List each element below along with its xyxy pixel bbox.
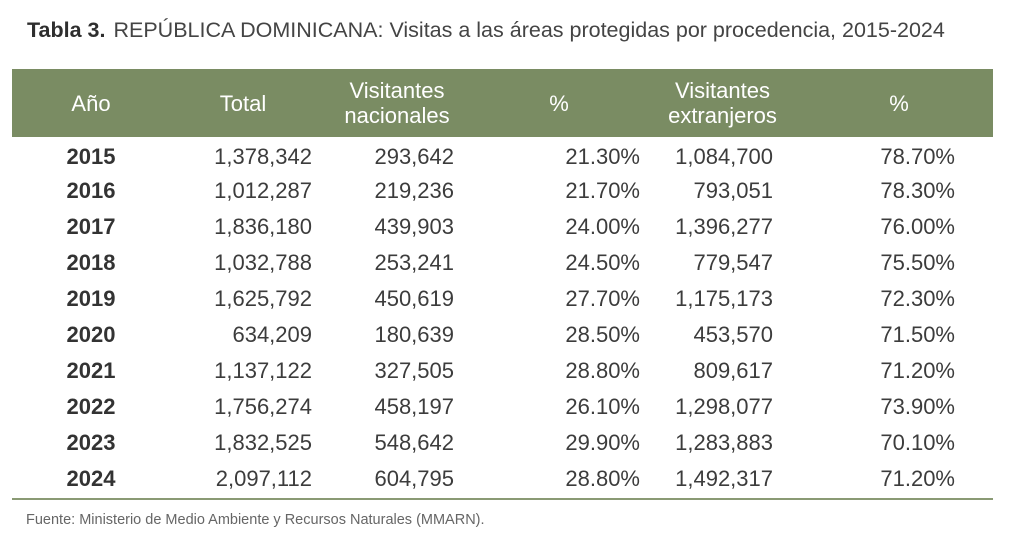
cell-pct-nacionales: 24.00%	[565, 214, 640, 239]
cell-extranjeros: 1,283,883	[675, 430, 773, 455]
cell-pct-nacionales: 27.70%	[565, 286, 640, 311]
header-extranjeros-line1: Visitantes	[675, 78, 770, 103]
table-title: Tabla 3. REPÚBLICA DOMINICANA: Visitas a …	[27, 18, 945, 43]
table-number-label: Tabla 3.	[27, 18, 106, 42]
cell-pct-nacionales: 28.80%	[565, 466, 640, 491]
table-row: 2020 634,209 180,639 28.50% 453,570 71.50%	[12, 317, 993, 353]
cell-year: 2016	[66, 178, 116, 203]
table-row: 2022 1,756,274 458,197 26.10% 1,298,077 73.90…	[12, 389, 993, 425]
table-row: 2021 1,137,122 327,505 28.80% 809,617 71.20%	[12, 353, 993, 389]
cell-year: 2018	[66, 250, 116, 275]
table-body: 2015 1,378,342 293,642 21.30% 1,084,700 78.70…	[12, 137, 993, 497]
header-total: Total	[219, 90, 267, 116]
cell-year: 2023	[66, 430, 116, 455]
cell-pct-nacionales: 21.70%	[565, 178, 640, 203]
cell-year: 2015	[66, 143, 116, 169]
cell-nacionales: 450,619	[374, 286, 454, 311]
cell-extranjeros: 1,175,173	[675, 286, 773, 311]
cell-total: 1,032,788	[214, 250, 312, 275]
header-nacionales-line2: nacionales	[344, 103, 450, 128]
header-pct-extranjeros: %	[889, 90, 909, 116]
cell-pct-extranjeros: 71.50%	[880, 322, 955, 347]
cell-extranjeros: 1,492,317	[675, 466, 773, 491]
cell-pct-nacionales: 28.80%	[565, 358, 640, 383]
cell-total: 1,378,342	[214, 143, 312, 169]
cell-extranjeros: 1,084,700	[675, 143, 773, 169]
cell-extranjeros: 779,547	[693, 250, 773, 275]
cell-total: 1,832,525	[214, 430, 312, 455]
cell-pct-extranjeros: 78.70%	[880, 143, 955, 169]
cell-total: 2,097,112	[215, 466, 312, 491]
cell-nacionales: 458,197	[374, 394, 454, 419]
cell-year: 2024	[66, 466, 116, 491]
cell-pct-nacionales: 26.10%	[565, 394, 640, 419]
cell-nacionales: 180,639	[374, 322, 454, 347]
header-extranjeros: Visitantes extranjeros	[640, 69, 805, 137]
cell-total: 1,012,287	[214, 178, 312, 203]
cell-nacionales: 548,642	[374, 430, 454, 455]
cell-nacionales: 604,795	[374, 466, 454, 491]
table-row: 2016 1,012,287 219,236 21.70% 793,051 78.30%	[12, 173, 993, 209]
cell-pct-extranjeros: 71.20%	[880, 358, 955, 383]
visits-table: Año Total Visitantes nacionales % Visita…	[12, 69, 993, 497]
table-row: 2015 1,378,342 293,642 21.30% 1,084,700 78.70…	[12, 137, 993, 173]
cell-extranjeros: 1,298,077	[675, 394, 773, 419]
header-nacionales-line1: Visitantes	[349, 78, 445, 103]
cell-total: 1,756,274	[214, 394, 312, 419]
cell-pct-nacionales: 29.90%	[565, 430, 640, 455]
cell-nacionales: 219,236	[374, 178, 454, 203]
cell-pct-extranjeros: 75.50%	[880, 250, 955, 275]
cell-nacionales: 293,642	[374, 143, 454, 169]
cell-total: 1,625,792	[214, 286, 312, 311]
cell-nacionales: 439,903	[374, 214, 454, 239]
cell-pct-nacionales: 24.50%	[565, 250, 640, 275]
header-extranjeros-line2: extranjeros	[668, 103, 777, 128]
cell-extranjeros: 809,617	[693, 358, 773, 383]
bottom-rule	[12, 498, 993, 500]
cell-extranjeros: 793,051	[693, 178, 773, 203]
cell-total: 1,137,122	[214, 358, 312, 383]
table-row: 2017 1,836,180 439,903 24.00% 1,396,277 76.00…	[12, 209, 993, 245]
cell-extranjeros: 453,570	[693, 322, 773, 347]
cell-extranjeros: 1,396,277	[675, 214, 773, 239]
header-nacionales: Visitantes nacionales	[316, 69, 478, 137]
table-row: 2024 2,097,112 604,795 28.80% 1,492,317 71.20…	[12, 461, 993, 497]
cell-year: 2021	[66, 358, 116, 383]
cell-total: 1,836,180	[214, 214, 312, 239]
table-row: 2023 1,832,525 548,642 29.90% 1,283,883 70.10…	[12, 425, 993, 461]
header-year: Año	[71, 90, 111, 116]
cell-nacionales: 327,505	[374, 358, 454, 383]
cell-year: 2017	[66, 214, 116, 239]
cell-pct-extranjeros: 73.90%	[880, 394, 955, 419]
cell-pct-extranjeros: 70.10%	[880, 430, 955, 455]
cell-total: 634,209	[232, 322, 312, 347]
cell-pct-nacionales: 21.30%	[565, 143, 640, 169]
cell-pct-nacionales: 28.50%	[565, 322, 640, 347]
table-header-row: Año Total Visitantes nacionales % Visita…	[12, 69, 993, 137]
source-note: Fuente: Ministerio de Medio Ambiente y R…	[26, 512, 485, 528]
cell-nacionales: 253,241	[374, 250, 454, 275]
cell-pct-extranjeros: 78.30%	[880, 178, 955, 203]
cell-year: 2020	[66, 322, 116, 347]
cell-pct-extranjeros: 76.00%	[880, 214, 955, 239]
cell-pct-extranjeros: 71.20%	[880, 466, 955, 491]
cell-pct-extranjeros: 72.30%	[880, 286, 955, 311]
cell-year: 2022	[66, 394, 116, 419]
table-row: 2019 1,625,792 450,619 27.70% 1,175,173 72.30…	[12, 281, 993, 317]
cell-year: 2019	[66, 286, 116, 311]
table-row: 2018 1,032,788 253,241 24.50% 779,547 75.50%	[12, 245, 993, 281]
table-title-text: REPÚBLICA DOMINICANA: Visitas a las área…	[113, 18, 945, 42]
header-pct-nacionales: %	[549, 90, 569, 116]
